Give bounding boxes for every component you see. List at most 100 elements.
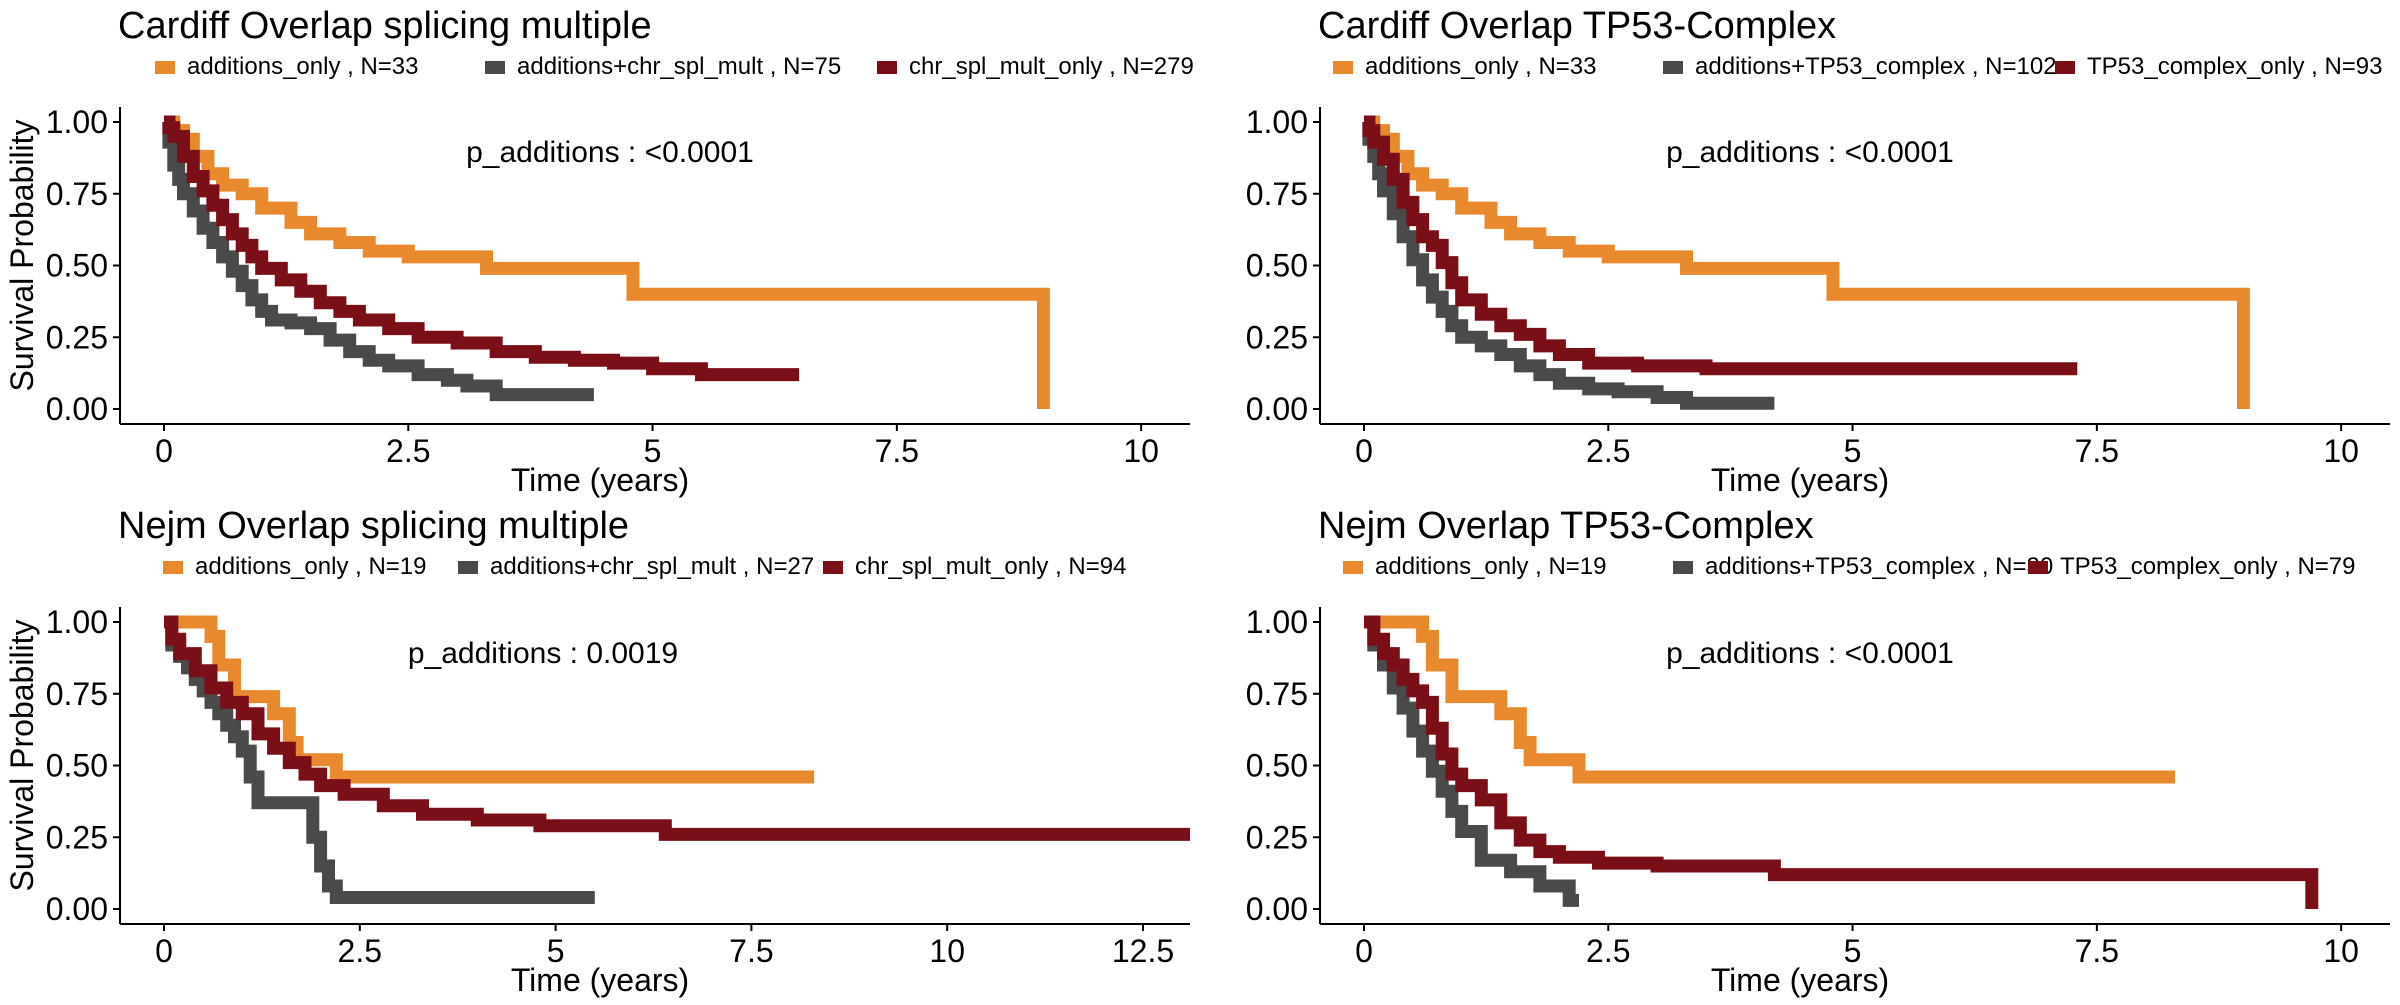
survival-curve-2 (162, 115, 594, 402)
legend-swatch (1343, 561, 1363, 574)
x-tick-label: 2.5 (1586, 433, 1630, 469)
survival-curve-1 (164, 115, 1050, 409)
legend-label: additions_only , N=19 (1375, 553, 1607, 580)
legend-swatch (823, 561, 843, 574)
survival-curve-3 (164, 615, 1190, 841)
legend-swatch (2028, 561, 2048, 574)
legend-item: additions_only , N=19 (163, 553, 427, 580)
km-panel-1: Cardiff Overlap splicing multiple additio… (4, 5, 1194, 498)
legend-swatch (1333, 61, 1353, 74)
x-tick-label: 7.5 (875, 433, 919, 469)
survival-curve-3 (162, 115, 800, 382)
legend-label: TP53_complex_only , N=93 (2087, 53, 2383, 80)
x-axis-label: Time (years) (511, 462, 689, 498)
y-tick-label: 0.00 (46, 891, 108, 927)
x-tick-label: 12.5 (1112, 933, 1174, 969)
x-axis-label: Time (years) (511, 962, 689, 998)
legend-label: additions_only , N=33 (187, 53, 419, 80)
survival-curve-1 (164, 615, 815, 784)
survival-curve-1 (1364, 615, 2175, 784)
x-tick-label: 10 (2323, 933, 2359, 969)
legend-item: additions_only , N=33 (1333, 53, 1597, 80)
y-tick-label: 0.00 (1246, 891, 1308, 927)
y-tick-label: 0.25 (1246, 819, 1308, 855)
legend-item: chr_spl_mult_only , N=279 (877, 53, 1194, 80)
x-tick-label: 5 (644, 433, 662, 469)
legend-label: additions+chr_spl_mult , N=75 (517, 53, 841, 80)
x-tick-label: 7.5 (729, 933, 773, 969)
legend-label: chr_spl_mult_only , N=94 (855, 553, 1126, 580)
legend-label: additions+chr_spl_mult , N=27 (490, 553, 814, 580)
y-tick-label: 0.75 (46, 676, 108, 712)
chart-title: Nejm Overlap splicing multiple (118, 505, 629, 547)
legend-label: additions_only , N=33 (1365, 53, 1597, 80)
p-value-annotation: p_additions : <0.0001 (1666, 136, 1954, 169)
legend-swatch (485, 61, 505, 74)
y-axis-label: Survival Probability (4, 119, 40, 391)
legend-item: TP53_complex_only , N=79 (2028, 553, 2356, 580)
legend-swatch (877, 61, 897, 74)
y-tick-label: 0.75 (1246, 676, 1308, 712)
x-tick-label: 0 (155, 433, 173, 469)
legend: additions_only , N=19 additions+TP53_comp… (1343, 553, 2356, 580)
legend-item: additions+chr_spl_mult , N=75 (485, 53, 841, 80)
legend-item: additions_only , N=33 (155, 53, 419, 80)
y-tick-label: 0.25 (46, 819, 108, 855)
survival-curve-3 (1362, 115, 2078, 376)
x-tick-label: 10 (2323, 433, 2359, 469)
legend-label: additions+TP53_complex , N=30 (1705, 553, 2053, 580)
p-value-annotation: p_additions : <0.0001 (1666, 637, 1954, 670)
y-tick-label: 0.50 (46, 248, 108, 284)
y-tick-label: 0.50 (1246, 248, 1308, 284)
km-panel-4: Nejm Overlap TP53-Complex additions_only … (1246, 505, 2390, 998)
x-tick-label: 10 (1123, 433, 1159, 469)
chart-title: Cardiff Overlap TP53-Complex (1318, 5, 1836, 47)
legend-swatch (1673, 561, 1693, 574)
y-tick-label: 0.25 (46, 319, 108, 355)
legend-label: additions+TP53_complex , N=102 (1695, 53, 2057, 80)
x-tick-label: 2.5 (1586, 933, 1630, 969)
legend-item: TP53_complex_only , N=93 (2055, 53, 2383, 80)
x-tick-label: 5 (1844, 433, 1862, 469)
x-tick-label: 5 (1844, 933, 1862, 969)
x-tick-label: 0 (1355, 933, 1373, 969)
x-axis-label: Time (years) (1711, 462, 1889, 498)
legend-swatch (1663, 61, 1683, 74)
survival-curve-3 (1364, 615, 2319, 909)
y-axis-label: Survival Probability (4, 619, 40, 891)
km-panel-3: Nejm Overlap splicing multiple additions_… (4, 505, 1190, 998)
chart-title: Cardiff Overlap splicing multiple (118, 5, 652, 47)
legend-label: TP53_complex_only , N=79 (2060, 553, 2356, 580)
y-tick-label: 1.00 (1246, 104, 1308, 140)
p-value-annotation: p_additions : <0.0001 (466, 136, 754, 169)
legend-swatch (458, 561, 478, 574)
legend: additions_only , N=33 additions+TP53_comp… (1333, 53, 2383, 80)
legend-item: additions+chr_spl_mult , N=27 (458, 553, 814, 580)
survival-curve-2 (1362, 115, 1775, 410)
legend-swatch (163, 561, 183, 574)
y-tick-label: 0.50 (1246, 748, 1308, 784)
chart-title: Nejm Overlap TP53-Complex (1318, 505, 1814, 547)
km-panel-2: Cardiff Overlap TP53-Complex additions_on… (1246, 5, 2390, 498)
x-axis-label: Time (years) (1711, 962, 1889, 998)
legend-item: chr_spl_mult_only , N=94 (823, 553, 1126, 580)
x-tick-label: 2.5 (386, 433, 430, 469)
legend-item: additions+TP53_complex , N=30 (1673, 553, 2053, 580)
y-tick-label: 1.00 (46, 604, 108, 640)
legend: additions_only , N=33 additions+chr_spl_m… (155, 53, 1194, 80)
p-value-annotation: p_additions : 0.0019 (408, 637, 678, 670)
x-tick-label: 5 (547, 933, 565, 969)
legend-swatch (2055, 61, 2075, 74)
y-tick-label: 0.00 (46, 391, 108, 427)
y-tick-label: 0.75 (46, 176, 108, 212)
x-tick-label: 0 (155, 933, 173, 969)
x-tick-label: 0 (1355, 433, 1373, 469)
y-tick-label: 1.00 (46, 104, 108, 140)
y-tick-label: 0.75 (1246, 176, 1308, 212)
survival-curve-2 (164, 615, 595, 904)
x-tick-label: 2.5 (338, 933, 382, 969)
x-tick-label: 10 (929, 933, 965, 969)
legend-label: additions_only , N=19 (195, 553, 427, 580)
